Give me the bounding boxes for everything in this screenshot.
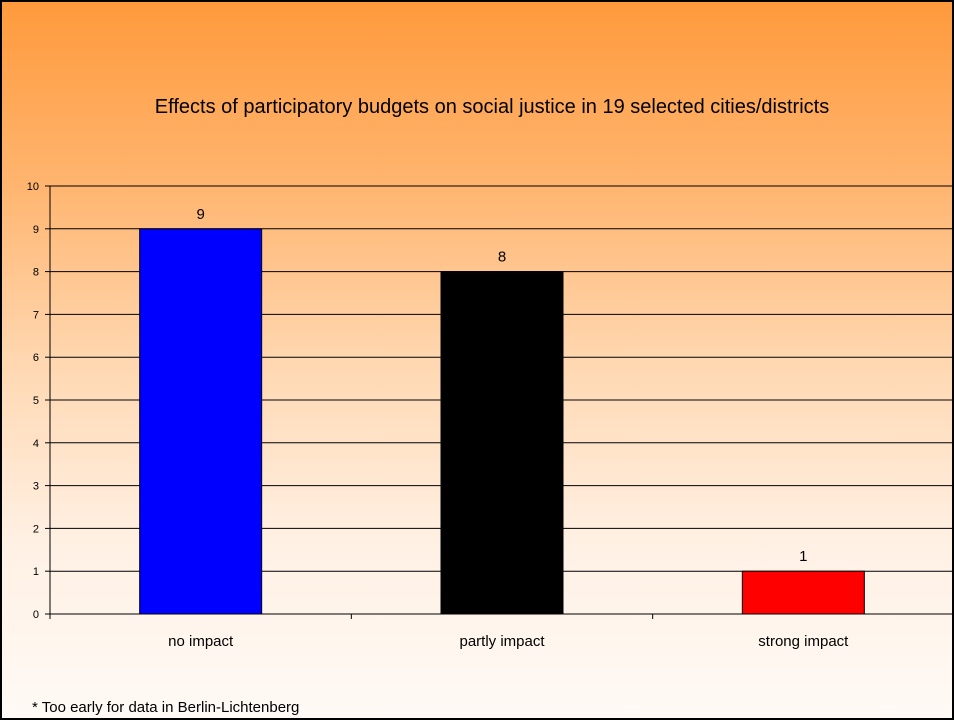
footnote: * Too early for data in Berlin-Lichtenbe… (32, 699, 300, 716)
bar-partly-impact (440, 271, 564, 615)
y-tick-label: 8 (33, 267, 39, 279)
bar-strong-impact (741, 570, 865, 615)
y-tick-label: 1 (33, 566, 39, 578)
category-label: strong impact (758, 633, 849, 650)
y-tick-label: 3 (33, 481, 39, 493)
data-label: 8 (498, 249, 506, 266)
y-tick-label: 2 (33, 523, 39, 535)
y-tick-label: 5 (33, 395, 39, 407)
y-tick-label: 10 (27, 181, 39, 193)
y-tick-label: 6 (33, 352, 39, 364)
data-label: 1 (799, 548, 807, 565)
y-tick-label: 4 (33, 438, 39, 450)
category-label: no impact (168, 633, 234, 650)
chart-title: Effects of participatory budgets on soci… (154, 96, 830, 118)
bar-no-impact (139, 228, 263, 615)
y-tick-label: 9 (33, 224, 39, 236)
category-label: partly impact (459, 633, 545, 650)
data-label: 9 (196, 206, 204, 223)
y-tick-label: 7 (33, 309, 39, 321)
y-tick-label: 0 (33, 609, 39, 621)
